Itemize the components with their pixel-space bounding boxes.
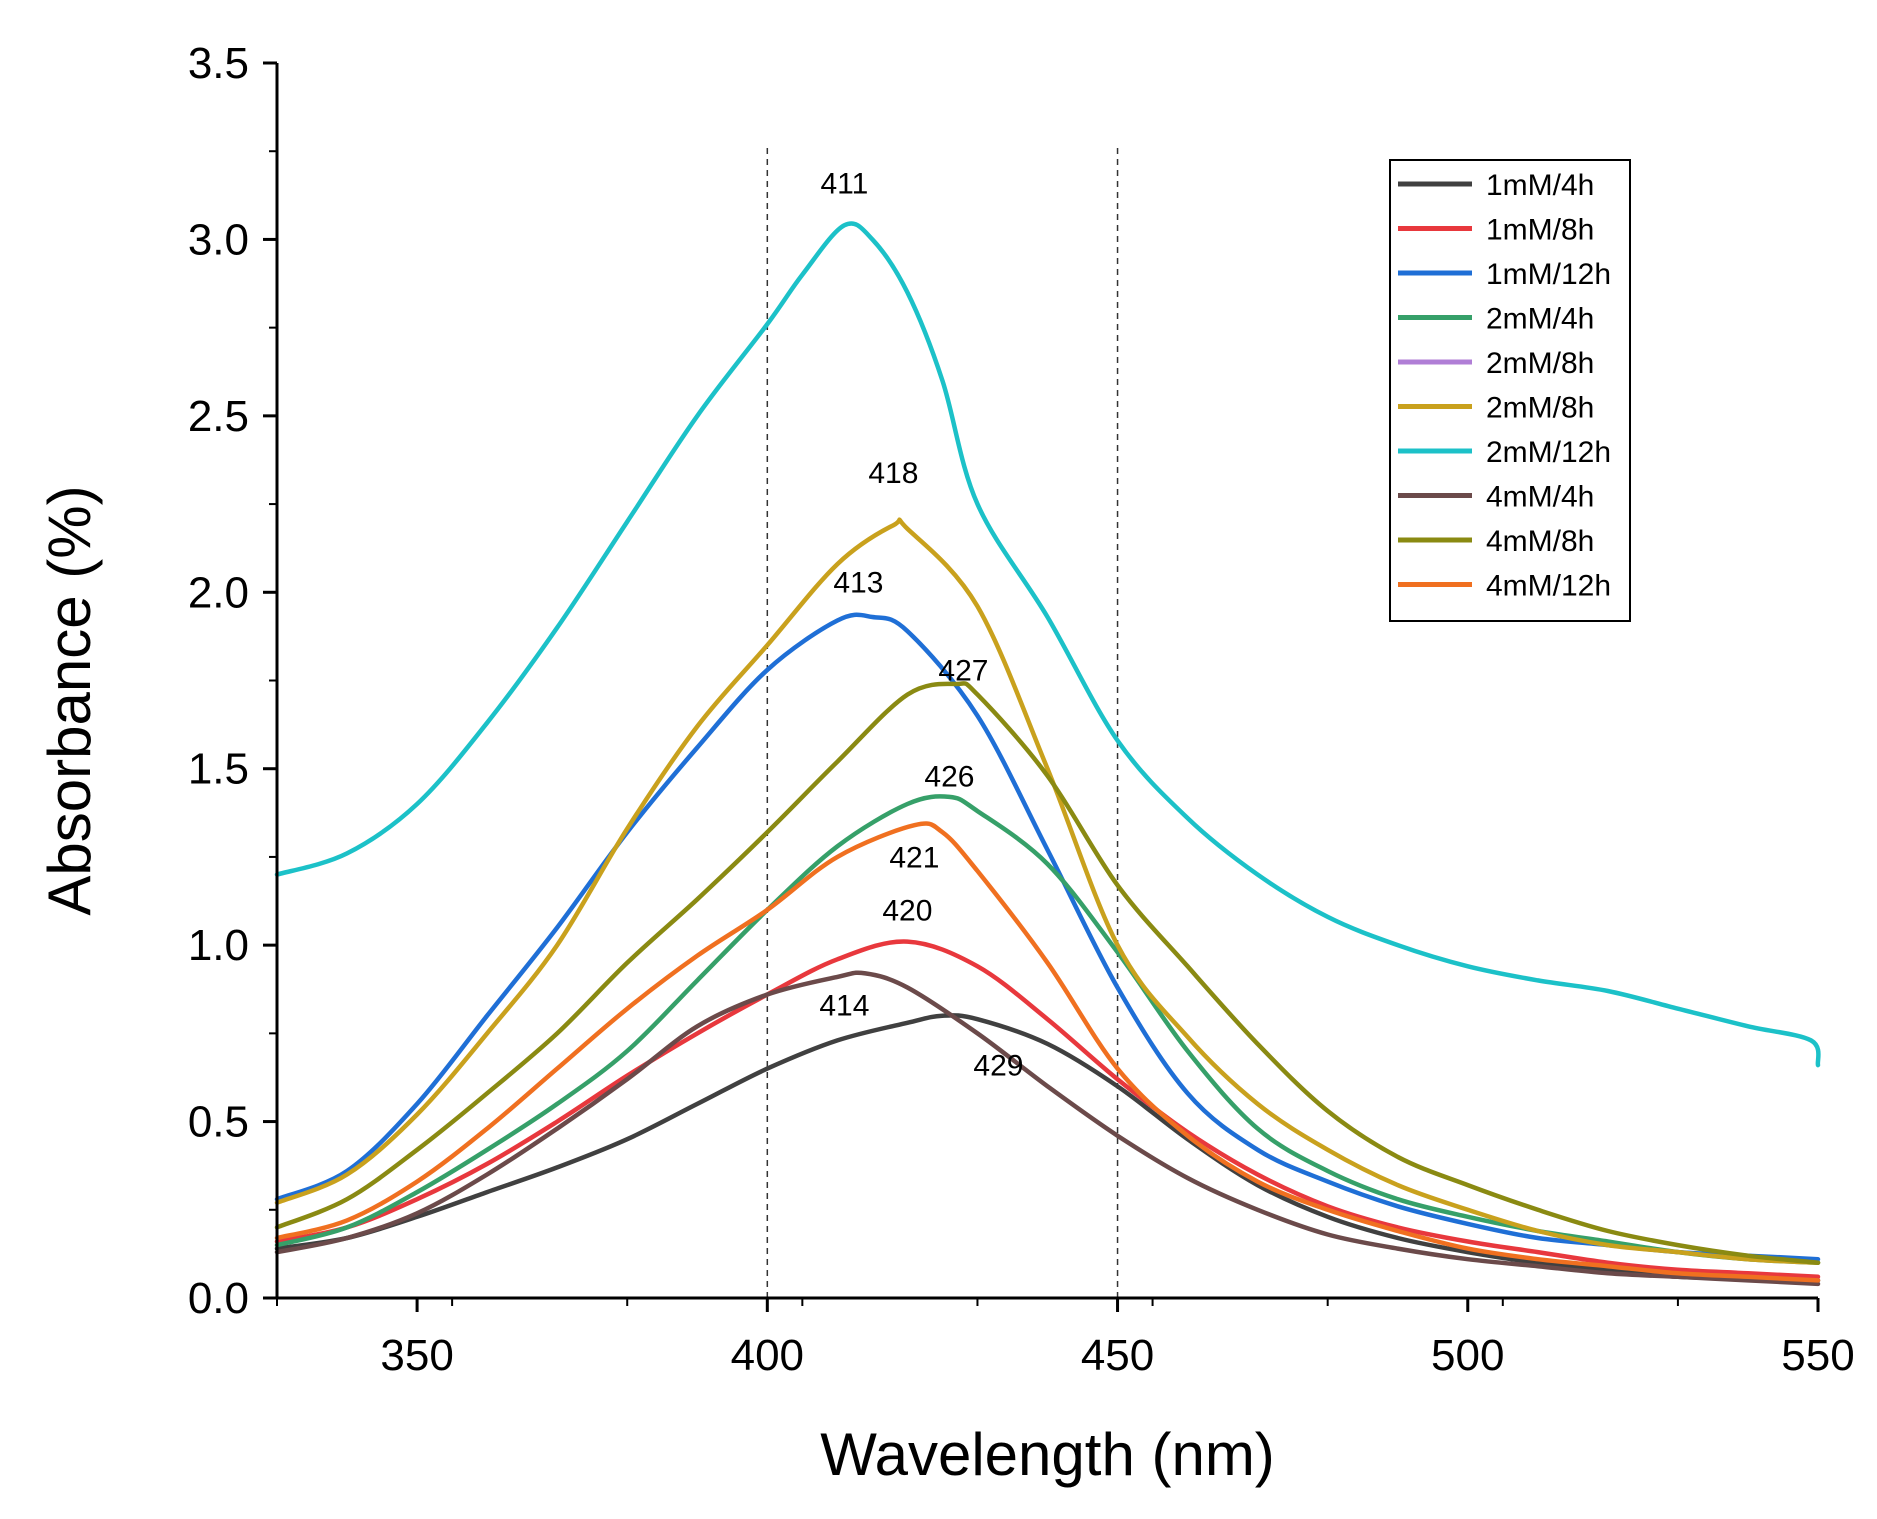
reference-lines [766,148,1119,1298]
legend-box [1389,159,1631,622]
series-line-7 [274,221,1821,1068]
series-line-10 [274,821,1821,1283]
x-tick-label: 400 [731,1331,804,1380]
series-line-3 [274,612,1821,1262]
y-tick-label: 1.5 [188,745,249,794]
y-tick-label: 2.5 [188,392,249,441]
ticks: 350 400 450 500 550 0.0 0.5 1.0 1.5 2.0 2.5 3.0 3.5 [188,39,1855,1380]
peak-label: 426 [924,760,974,793]
x-tick-label: 350 [380,1331,453,1380]
x-tick-label: 550 [1781,1331,1854,1380]
y-tick-label: 1.0 [188,921,249,970]
peak-label: 429 [973,1050,1023,1083]
y-tick-label: 2.0 [188,568,249,617]
legend-label: 4mM/8h [1486,525,1594,558]
series-line-9 [274,681,1821,1265]
legend-label: 4mM/4h [1486,481,1594,514]
series-line-2 [274,939,1821,1280]
peak-label: 413 [833,566,883,599]
y-tick-label: 0.0 [188,1274,249,1323]
x-tick-label: 500 [1431,1331,1504,1380]
y-tick-label: 0.5 [188,1098,249,1147]
legend-label: 1mM/12h [1486,258,1611,291]
series-line-8 [274,970,1821,1287]
legend-label: 1mM/4h [1486,169,1594,202]
peak-label: 421 [889,842,939,875]
peak-label: 418 [868,457,918,490]
x-tick-label: 450 [1081,1331,1154,1380]
peak-label: 411 [820,168,868,201]
series-line-1 [274,1013,1821,1283]
legend-label: 4mM/12h [1486,570,1611,603]
legend-label: 2mM/4h [1486,303,1594,336]
peak-label: 427 [938,655,988,688]
y-tick-label: 3.5 [188,39,249,88]
legend-label: 2mM/12h [1486,436,1611,469]
peak-label: 414 [819,990,869,1023]
x-axis-title: Wavelength (nm) [820,1421,1275,1488]
legend-label: 2mM/8h [1486,392,1594,425]
legend-label: 2mM/8h [1486,347,1594,380]
y-tick-label: 3.0 [188,215,249,264]
series-layer [274,221,1821,1287]
peak-label: 420 [882,894,932,927]
series-line-6 [274,517,1821,1265]
legend-label: 1mM/8h [1486,214,1594,247]
legend: 1mM/4h 1mM/8h 1mM/12h 2mM/4h 2mM/8h 2mM/8h 2mM… [1389,159,1631,622]
series-line-4 [274,794,1821,1265]
peak-annotations: 411 418 413 427 426 421 420 414 429 [819,168,1023,1083]
y-axis-title: Absorbance (%) [36,485,103,915]
